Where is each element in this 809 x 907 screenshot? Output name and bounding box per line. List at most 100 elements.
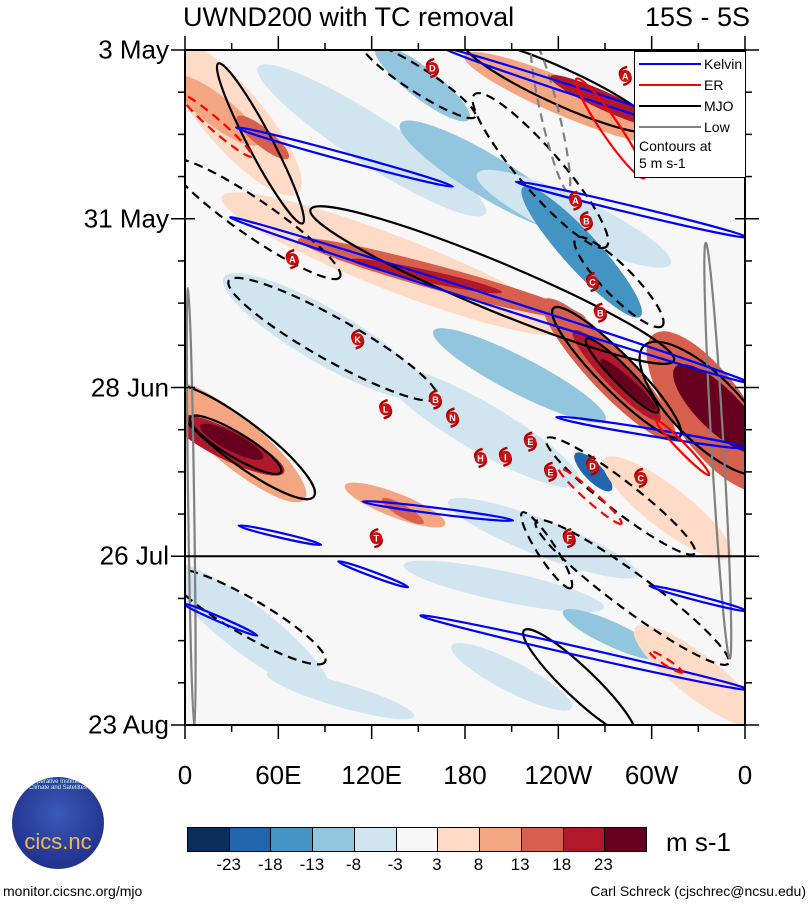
colorbar-swatch — [480, 828, 522, 851]
legend-line-swatch — [639, 63, 701, 65]
tc-circle — [379, 403, 392, 416]
tc-marker: T — [369, 527, 383, 549]
mjo-contour-positive — [309, 205, 676, 365]
tc-marker: E — [523, 431, 537, 452]
legend-item: ER — [639, 77, 723, 93]
colorbar-label: -23 — [216, 855, 241, 874]
tc-label: F — [566, 534, 572, 544]
axes — [171, 36, 759, 739]
colorbar-swatch — [313, 828, 355, 851]
tc-label: I — [504, 452, 507, 462]
region-label: 15S - 5S — [644, 2, 750, 32]
colorbar-label: 3 — [432, 855, 442, 874]
legend-note-line2: 5 m s-1 — [639, 155, 686, 171]
colorbar-label: -8 — [345, 855, 362, 874]
mjo-contour-negative — [185, 567, 327, 666]
er-contour — [655, 419, 711, 477]
tc-marker: H — [473, 447, 488, 469]
legend: Kelvin ER MJO Low Contours at 5 m s-1 — [634, 51, 746, 178]
tc-label: L — [383, 405, 389, 415]
mjo-contour-positive — [185, 383, 317, 501]
chart-title: UWND200 with TC removal — [183, 2, 515, 32]
mjo-contour-positive — [584, 337, 660, 414]
tc-marker: A — [285, 248, 299, 270]
tc-circle — [544, 465, 557, 478]
tc-marker: E — [543, 461, 558, 483]
tc-label: H — [477, 454, 484, 464]
colorbar-label: 8 — [473, 855, 484, 874]
colorbar-label: 18 — [552, 855, 572, 874]
tc-label: C — [589, 278, 596, 288]
mjo-contour-negative — [520, 511, 574, 590]
y-tick-label: 3 May — [98, 34, 169, 65]
colorbar-swatch — [605, 828, 647, 851]
tc-circle — [370, 532, 383, 545]
mjo-contour-negative — [573, 235, 665, 329]
tc-marker: A — [618, 65, 632, 87]
tc-circle — [586, 276, 599, 289]
colorbar-swatch — [396, 828, 439, 851]
tc-marker: D — [425, 57, 439, 79]
y-tick-label: 28 Jun — [90, 372, 169, 402]
er-contour — [557, 466, 623, 526]
anomaly-patch — [403, 560, 605, 613]
anomaly-patch — [602, 456, 732, 560]
logo-text: cics.nc — [24, 829, 92, 854]
tc-circle — [594, 306, 607, 319]
footer-url[interactable]: monitor.cicsnc.org/mjo — [3, 883, 143, 899]
tc-label: D — [429, 64, 436, 74]
tc-circle — [634, 471, 647, 484]
tc-marker: C — [634, 467, 648, 489]
colorbar-swatch — [521, 828, 564, 851]
kelvin-contour — [444, 50, 745, 149]
legend-line-swatch — [639, 126, 701, 128]
tc-circle — [619, 69, 632, 82]
colorbar-swatch — [188, 828, 230, 851]
legend-note-line1: Contours at — [639, 138, 712, 154]
legend-label: MJO — [704, 98, 734, 114]
x-tick-label: 0 — [737, 760, 753, 790]
tc-label: A — [289, 255, 296, 265]
tc-label: B — [432, 395, 439, 405]
anomaly-patch — [266, 670, 415, 720]
tc-marker: I — [498, 446, 513, 468]
legend-line-swatch — [639, 105, 701, 107]
mjo-contour-positive — [522, 628, 637, 725]
kelvin-contour — [648, 584, 745, 613]
tc-circle — [524, 435, 537, 448]
anomaly-patch — [673, 364, 745, 454]
kelvin-contour — [514, 180, 745, 239]
kelvin-contour — [555, 415, 745, 450]
x-tick-label: 120E — [341, 760, 403, 790]
tc-marker: B — [428, 389, 443, 410]
tc-label: B — [583, 217, 590, 227]
kelvin-contour — [419, 614, 745, 692]
x-tick-label: 60E — [255, 760, 302, 790]
logo-ring-text: Cooperative Institute for Climate and Sa… — [26, 779, 90, 791]
footer-credit: Carl Schreck (cjschrec@ncsu.edu) — [590, 883, 806, 899]
mjo-contour-positive — [188, 414, 283, 476]
tc-label: A — [572, 196, 579, 206]
legend-note: Contours at 5 m s-1 — [639, 138, 711, 172]
anomaly-patch — [562, 608, 663, 661]
legend-item: MJO — [639, 98, 734, 114]
tc-label: A — [622, 71, 629, 81]
tc-marker: N — [445, 407, 460, 428]
kelvin-contour — [234, 126, 455, 188]
colorbar-units: m s-1 — [666, 827, 731, 857]
low-contour — [185, 286, 197, 725]
y-tick-label: 23 Aug — [88, 709, 169, 740]
er-contour — [647, 649, 684, 674]
colorbar-swatch — [354, 828, 397, 851]
x-tick-label: 60W — [624, 760, 679, 790]
kelvin-contour — [361, 500, 515, 523]
tc-marker: K — [351, 329, 365, 350]
legend-label: Kelvin — [704, 56, 743, 72]
colorbar-label: 23 — [593, 855, 613, 874]
tc-label: N — [449, 413, 456, 423]
anomaly-patch — [521, 186, 643, 318]
anomaly-patch — [381, 497, 424, 525]
mjo-contour-negative — [185, 157, 342, 281]
tc-label: E — [527, 437, 533, 447]
x-tick-label: 120W — [524, 760, 593, 790]
